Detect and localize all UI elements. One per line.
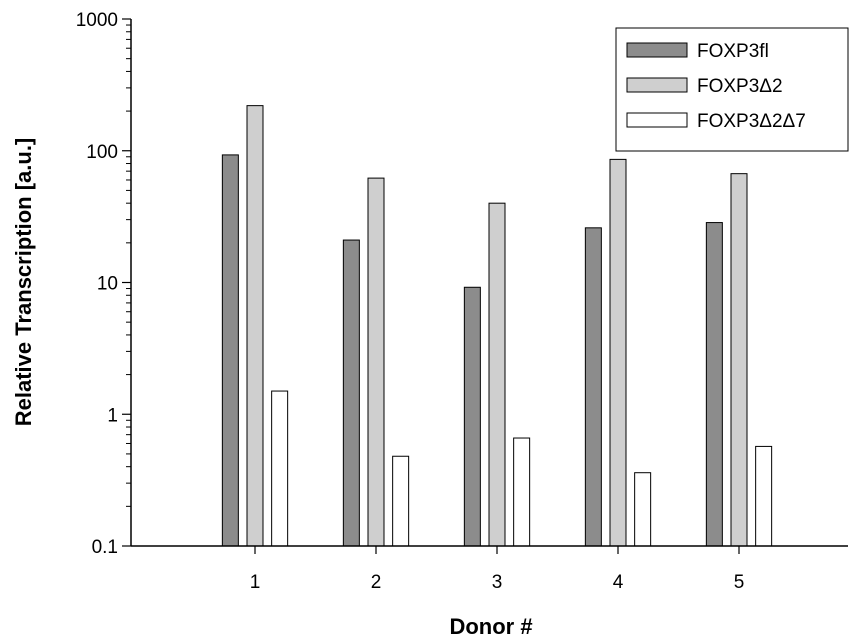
legend-label: FOXP3Δ2Δ7 — [697, 111, 806, 132]
bar — [584, 227, 602, 547]
bar — [513, 437, 531, 547]
bar — [609, 158, 627, 547]
x-tick-label: 3 — [492, 572, 503, 593]
legend-label: FOXP3Δ2 — [697, 76, 783, 97]
legend-label: FOXP3fl — [697, 41, 769, 62]
bar — [221, 154, 239, 547]
legend-swatch — [626, 112, 688, 128]
x-tick-label: 5 — [734, 572, 745, 593]
x-axis-title: Donor # — [449, 614, 532, 639]
y-tick-label: 10 — [97, 274, 118, 295]
y-axis-title: Relative Transcription [a.u.] — [11, 138, 36, 427]
bar — [367, 177, 385, 547]
y-tick-label: 1000 — [76, 10, 118, 31]
x-tick-labels: 1 2 3 4 5 — [250, 546, 745, 593]
y-tick-label: 1 — [107, 405, 118, 426]
y-tick-label: 100 — [86, 142, 118, 163]
legend-swatch — [626, 77, 688, 93]
bar — [705, 222, 723, 547]
bar — [271, 390, 289, 547]
bar — [392, 455, 410, 547]
bars — [221, 105, 773, 547]
bar — [755, 445, 773, 547]
x-tick-label: 4 — [613, 572, 624, 593]
legend: FOXP3fl FOXP3Δ2 FOXP3Δ2Δ7 — [615, 27, 849, 152]
legend-swatch — [626, 42, 688, 58]
bar — [730, 173, 748, 547]
bar — [463, 286, 481, 547]
bar — [488, 202, 506, 547]
bar — [246, 105, 264, 547]
bar — [634, 472, 652, 547]
y-axis-ticks: 0.1 1 10 100 1000 — [76, 10, 131, 558]
x-tick-label: 1 — [250, 572, 261, 593]
x-tick-label: 2 — [371, 572, 382, 593]
bar — [342, 239, 360, 547]
y-tick-label: 0.1 — [92, 537, 118, 558]
